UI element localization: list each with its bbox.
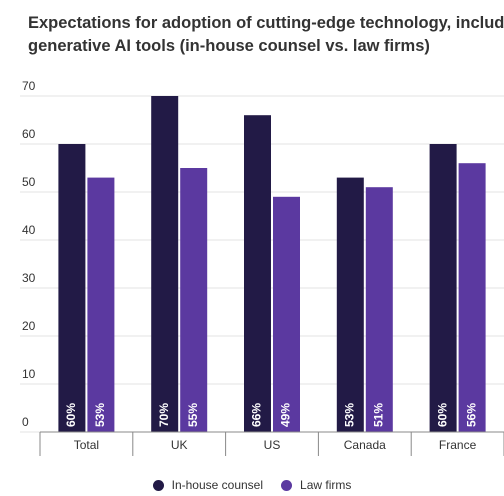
legend: In-house counsel Law firms bbox=[0, 476, 504, 494]
bar-in-house-france[interactable] bbox=[429, 144, 457, 432]
data-label: 51% bbox=[371, 403, 385, 427]
bar-in-house-us[interactable] bbox=[244, 115, 271, 432]
y-axis-ticks: 0 10 20 30 40 50 60 70 bbox=[22, 79, 36, 429]
legend-swatch-in-house bbox=[152, 479, 164, 491]
chart-title-line-2: generative AI tools (in-house counsel vs… bbox=[28, 37, 430, 55]
x-tick-label: Total bbox=[74, 438, 99, 452]
y-tick-label: 0 bbox=[22, 415, 29, 429]
bar-law-firms-canada[interactable] bbox=[365, 187, 393, 432]
data-label: 53% bbox=[93, 403, 107, 427]
bar-chart: 0 10 20 30 40 50 60 70 60% 53% 70% 55% 66% 49% 53% 51%… bbox=[20, 79, 504, 456]
x-tick-label: Canada bbox=[344, 438, 386, 452]
legend-item-law-firms[interactable]: Law firms bbox=[281, 478, 351, 492]
bar-law-firms-france[interactable] bbox=[458, 163, 486, 432]
bar-in-house-canada[interactable] bbox=[336, 177, 364, 432]
bar-law-firms-total[interactable] bbox=[87, 177, 115, 432]
data-label: 49% bbox=[279, 403, 293, 427]
chart-title: Expectations for adoption of cutting-edg… bbox=[28, 12, 504, 58]
bar-in-house-uk[interactable] bbox=[151, 96, 179, 432]
data-label: 70% bbox=[157, 403, 171, 427]
y-tick-label: 70 bbox=[22, 79, 36, 93]
data-label: 56% bbox=[464, 403, 478, 427]
legend-swatch-law-firms bbox=[281, 479, 293, 491]
bar-in-house-total[interactable] bbox=[58, 144, 86, 432]
legend-label-law-firms: Law firms bbox=[300, 478, 352, 492]
x-axis: Total UK US Canada France bbox=[39, 431, 504, 456]
data-label: 53% bbox=[342, 403, 356, 427]
data-label: 60% bbox=[435, 403, 449, 427]
y-tick-label: 60 bbox=[22, 127, 36, 141]
x-tick-label: France bbox=[439, 438, 477, 452]
y-tick-label: 10 bbox=[22, 367, 36, 381]
data-label: 55% bbox=[186, 403, 200, 427]
data-label: 66% bbox=[250, 403, 264, 427]
y-tick-label: 40 bbox=[22, 223, 36, 237]
bar-law-firms-uk[interactable] bbox=[180, 168, 208, 432]
y-tick-label: 30 bbox=[22, 271, 36, 285]
y-tick-label: 50 bbox=[22, 175, 36, 189]
data-label: 60% bbox=[64, 403, 78, 427]
data-labels: 60% 53% 70% 55% 66% 49% 53% 51% 60% 56% bbox=[64, 403, 478, 427]
bars bbox=[58, 96, 486, 432]
chart-title-line-1: Expectations for adoption of cutting-edg… bbox=[28, 14, 504, 32]
legend-label-in-house: In-house counsel bbox=[171, 478, 264, 492]
y-tick-label: 20 bbox=[22, 319, 36, 333]
legend-item-in-house[interactable]: In-house counsel bbox=[152, 478, 264, 492]
x-tick-label: US bbox=[264, 438, 281, 452]
bar-law-firms-us[interactable] bbox=[273, 196, 300, 432]
x-tick-label: UK bbox=[171, 438, 188, 452]
